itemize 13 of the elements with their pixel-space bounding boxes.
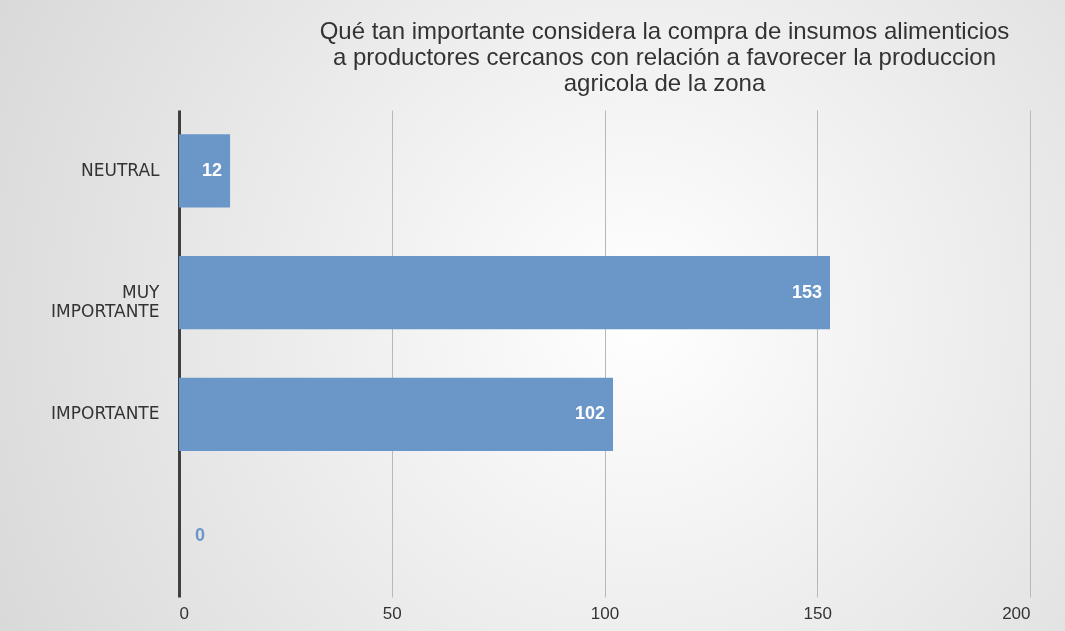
x-tick-label: 0 [179, 603, 189, 623]
y-tick-label: IMPORTANTE [51, 403, 160, 424]
x-tick-label: 200 [1002, 603, 1031, 623]
y-tick-label: NEUTRAL [80, 159, 161, 180]
data-label: 153 [791, 281, 823, 302]
x-tick-label: 100 [590, 603, 620, 623]
data-label: 102 [574, 403, 606, 424]
data-label: 0 [195, 525, 206, 546]
y-tick-label: MUY IMPORTANTE [51, 281, 161, 321]
data-label: 12 [202, 159, 223, 180]
x-tick-label: 150 [803, 603, 832, 623]
chart-title: Qué tan importante considera la compra de insumos alimenticios a productores cercanos con relación a favorecer la produccion agricola de la zona [319, 17, 1010, 96]
x-tick-label: 50 [382, 603, 402, 623]
